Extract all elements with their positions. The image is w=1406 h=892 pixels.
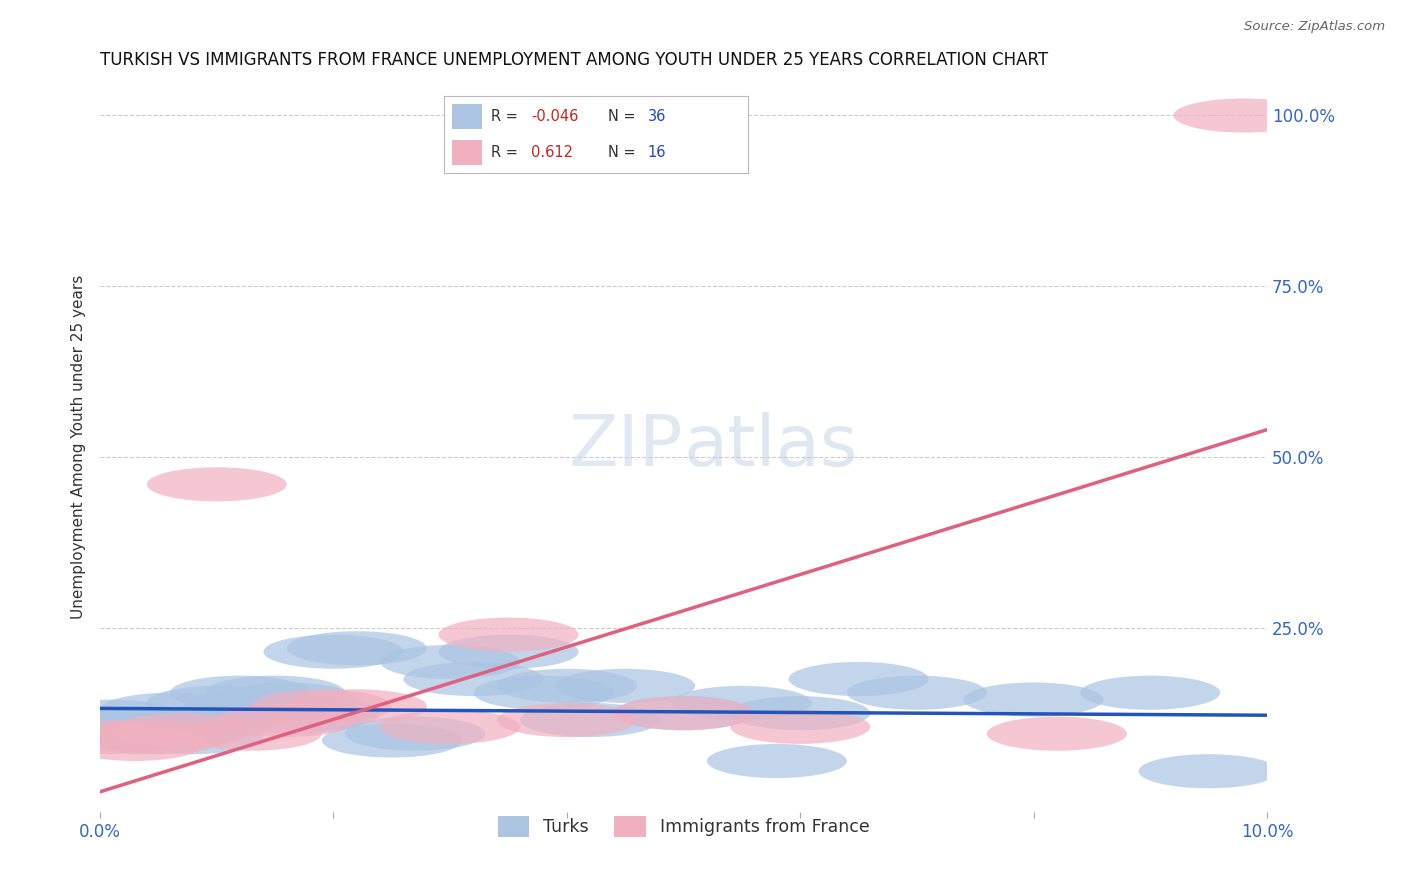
- Ellipse shape: [404, 662, 544, 696]
- Ellipse shape: [65, 706, 205, 740]
- Legend: Turks, Immigrants from France: Turks, Immigrants from France: [491, 809, 876, 844]
- Ellipse shape: [613, 696, 754, 731]
- Text: ZIP: ZIP: [569, 412, 683, 482]
- Ellipse shape: [65, 727, 205, 761]
- Ellipse shape: [146, 467, 287, 501]
- Ellipse shape: [205, 675, 344, 710]
- Ellipse shape: [439, 617, 578, 652]
- Ellipse shape: [42, 720, 181, 754]
- Ellipse shape: [228, 699, 368, 734]
- Ellipse shape: [380, 645, 520, 679]
- Ellipse shape: [474, 675, 613, 710]
- Ellipse shape: [181, 716, 322, 751]
- Text: atlas: atlas: [683, 412, 858, 482]
- Ellipse shape: [730, 696, 870, 731]
- Ellipse shape: [112, 714, 252, 747]
- Y-axis label: Unemployment Among Youth under 25 years: Unemployment Among Youth under 25 years: [72, 275, 86, 619]
- Ellipse shape: [520, 703, 661, 737]
- Ellipse shape: [287, 632, 427, 665]
- Ellipse shape: [1174, 98, 1313, 133]
- Ellipse shape: [730, 710, 870, 744]
- Ellipse shape: [217, 682, 357, 716]
- Text: Source: ZipAtlas.com: Source: ZipAtlas.com: [1244, 20, 1385, 33]
- Ellipse shape: [789, 662, 928, 696]
- Ellipse shape: [496, 703, 637, 737]
- Ellipse shape: [89, 720, 228, 754]
- Ellipse shape: [963, 682, 1104, 716]
- Ellipse shape: [146, 686, 287, 720]
- Ellipse shape: [846, 675, 987, 710]
- Text: TURKISH VS IMMIGRANTS FROM FRANCE UNEMPLOYMENT AMONG YOUTH UNDER 25 YEARS CORREL: TURKISH VS IMMIGRANTS FROM FRANCE UNEMPL…: [100, 51, 1049, 69]
- Ellipse shape: [1139, 754, 1278, 789]
- Ellipse shape: [707, 744, 846, 778]
- Ellipse shape: [672, 686, 811, 720]
- Ellipse shape: [496, 669, 637, 703]
- Ellipse shape: [987, 716, 1126, 751]
- Ellipse shape: [217, 703, 357, 737]
- Ellipse shape: [1080, 675, 1220, 710]
- Ellipse shape: [42, 699, 181, 734]
- Ellipse shape: [252, 690, 392, 723]
- Ellipse shape: [240, 696, 380, 731]
- Ellipse shape: [263, 634, 404, 669]
- Ellipse shape: [53, 714, 194, 747]
- Ellipse shape: [112, 714, 252, 747]
- Ellipse shape: [77, 720, 217, 754]
- Ellipse shape: [555, 669, 695, 703]
- Ellipse shape: [322, 723, 461, 757]
- Ellipse shape: [613, 696, 754, 731]
- Ellipse shape: [170, 675, 311, 710]
- Ellipse shape: [344, 716, 485, 751]
- Ellipse shape: [89, 714, 228, 747]
- Ellipse shape: [380, 710, 520, 744]
- Ellipse shape: [439, 634, 578, 669]
- Ellipse shape: [100, 693, 240, 727]
- Ellipse shape: [287, 690, 427, 723]
- Ellipse shape: [135, 706, 276, 740]
- Ellipse shape: [181, 693, 322, 727]
- Ellipse shape: [124, 720, 263, 754]
